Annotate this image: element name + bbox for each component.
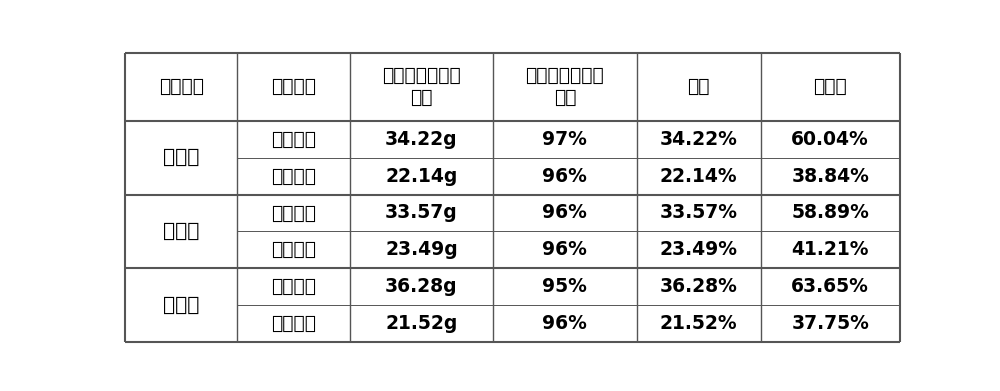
Text: 第二次: 第二次: [163, 222, 199, 241]
Text: 34.22g: 34.22g: [385, 130, 458, 149]
Text: 36.28g: 36.28g: [385, 277, 458, 296]
Text: 96%: 96%: [542, 240, 587, 259]
Text: 第三次: 第三次: [163, 296, 199, 315]
Text: 未加乙酸: 未加乙酸: [271, 314, 316, 333]
Text: 60.04%: 60.04%: [791, 130, 869, 149]
Text: 63.65%: 63.65%: [791, 277, 869, 296]
Text: 33.57g: 33.57g: [385, 203, 458, 222]
Text: 21.52%: 21.52%: [660, 314, 737, 333]
Text: 21.52g: 21.52g: [385, 314, 458, 333]
Text: 23.49%: 23.49%: [659, 240, 737, 259]
Text: 猪去氧胆酸精品
纯度: 猪去氧胆酸精品 纯度: [525, 66, 604, 108]
Text: 95%: 95%: [542, 277, 587, 296]
Text: 收率: 收率: [687, 77, 710, 97]
Text: 加入乙酸: 加入乙酸: [271, 130, 316, 149]
Text: 96%: 96%: [542, 203, 587, 222]
Text: 试验次数: 试验次数: [159, 77, 204, 97]
Text: 96%: 96%: [542, 167, 587, 186]
Text: 22.14g: 22.14g: [385, 167, 458, 186]
Text: 未加乙酸: 未加乙酸: [271, 240, 316, 259]
Text: 工艺条件: 工艺条件: [271, 77, 316, 97]
Text: 第一次: 第一次: [163, 148, 199, 167]
Text: 38.84%: 38.84%: [791, 167, 869, 186]
Text: 41.21%: 41.21%: [791, 240, 869, 259]
Text: 37.75%: 37.75%: [791, 314, 869, 333]
Text: 34.22%: 34.22%: [660, 130, 737, 149]
Text: 加入乙酸: 加入乙酸: [271, 203, 316, 222]
Text: 96%: 96%: [542, 314, 587, 333]
Text: 58.89%: 58.89%: [791, 203, 869, 222]
Text: 97%: 97%: [542, 130, 587, 149]
Text: 33.57%: 33.57%: [659, 203, 737, 222]
Text: 23.49g: 23.49g: [385, 240, 458, 259]
Text: 未加乙酸: 未加乙酸: [271, 167, 316, 186]
Text: 加入乙酸: 加入乙酸: [271, 277, 316, 296]
Text: 22.14%: 22.14%: [660, 167, 737, 186]
Text: 36.28%: 36.28%: [660, 277, 737, 296]
Text: 猪去氧胆酸精品
重量: 猪去氧胆酸精品 重量: [382, 66, 461, 108]
Text: 转移率: 转移率: [813, 77, 847, 97]
